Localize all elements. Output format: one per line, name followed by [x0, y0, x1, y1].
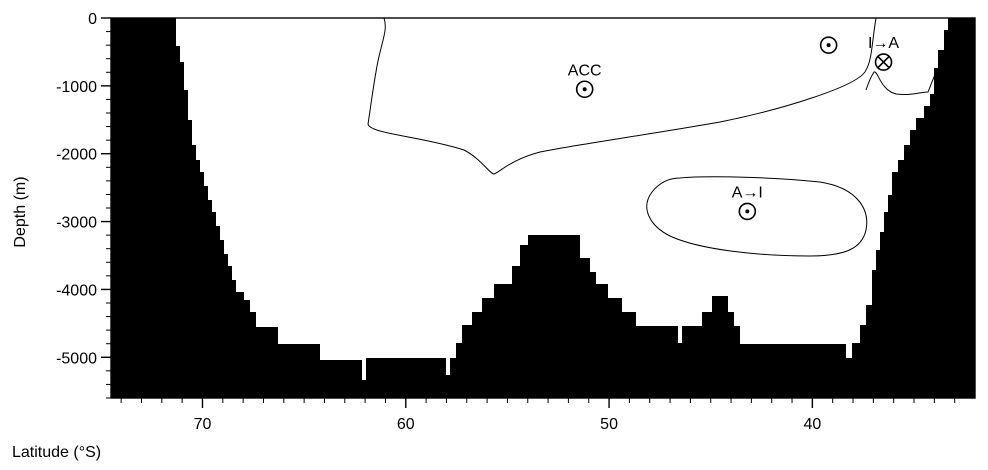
- annotation-label: ACC: [568, 62, 602, 79]
- y-axis-ticks: 0 -1000 -2000 -3000 -4000 -5000: [56, 11, 111, 367]
- y-axis-label: Depth (m): [12, 176, 29, 247]
- plot-frame: [110, 17, 976, 399]
- x-tick-label: 50: [600, 416, 618, 433]
- flow-out-of-page-symbol: [738, 202, 757, 221]
- x-axis-ticks: 70 60 50 40: [194, 398, 821, 433]
- y-tick-label: 0: [88, 11, 97, 28]
- x-tick-label: 60: [397, 416, 415, 433]
- bathymetry-fill: [111, 18, 975, 398]
- contour-upper: [367, 17, 877, 175]
- flow-out-of-page-symbol: [575, 80, 594, 99]
- y-tick-label: -5000: [56, 350, 97, 367]
- flow-into-page-symbol: [874, 53, 893, 71]
- flow-out-of-page-symbol: [819, 36, 838, 54]
- y-tick-label: -2000: [56, 147, 97, 164]
- contour-lower-loop: [646, 176, 868, 257]
- x-tick-label: 40: [803, 416, 821, 433]
- y-tick-label: -3000: [56, 215, 97, 232]
- annotation-label: A→I: [732, 184, 763, 201]
- contour-ridge: [865, 62, 951, 96]
- annotation-layer: ACC I→A A→I: [568, 35, 899, 221]
- minor-ticks: [106, 31, 956, 403]
- y-tick-label: -1000: [56, 79, 97, 96]
- x-axis-label: Latitude (°S): [12, 444, 101, 461]
- y-tick-label: -4000: [56, 282, 97, 299]
- x-tick-label: 70: [194, 416, 212, 433]
- annotation-label: I→A: [868, 35, 899, 52]
